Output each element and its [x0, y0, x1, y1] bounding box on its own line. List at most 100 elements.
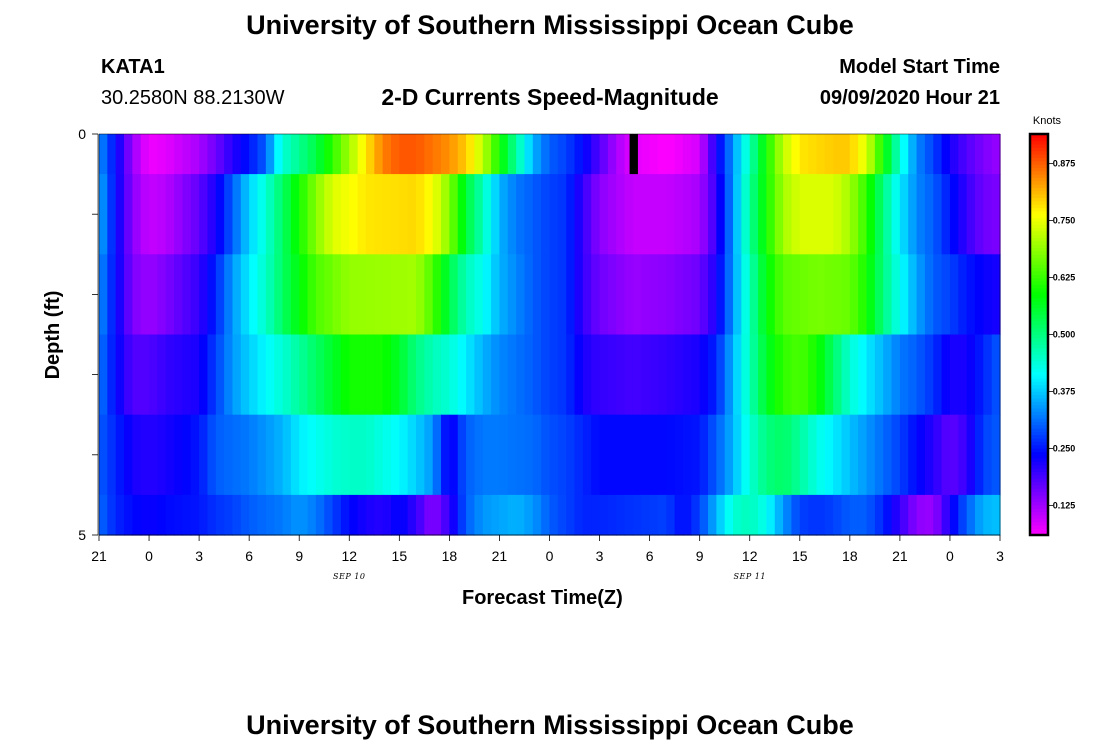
- colorbar-segment: [1030, 367, 1048, 372]
- heatmap-cell: [174, 134, 184, 175]
- colorbar-segment: [1030, 441, 1048, 446]
- heatmap-cell: [516, 334, 526, 416]
- heatmap-cell: [432, 254, 442, 336]
- heatmap-cell: [124, 174, 133, 255]
- heatmap-cell: [282, 254, 292, 336]
- heatmap-cell: [841, 334, 851, 416]
- heatmap-cell: [783, 134, 793, 175]
- heatmap-cell: [833, 134, 843, 175]
- heatmap-cell: [507, 254, 517, 336]
- heatmap-cell: [691, 254, 701, 336]
- heatmap-cell: [215, 494, 225, 536]
- heatmap-cell: [899, 174, 909, 255]
- colorbar-segment: [1030, 444, 1048, 449]
- date-label: SEP 10: [333, 572, 365, 581]
- heatmap-cell: [791, 134, 801, 175]
- colorbar-segment: [1030, 418, 1048, 422]
- heatmap-cell: [132, 174, 142, 255]
- colorbar: 0.125 0.250 0.375 0.500 0.625 0.750 0.875: [1028, 132, 1076, 537]
- heatmap-cell: [324, 134, 334, 175]
- heatmap-cell: [766, 174, 776, 255]
- heatmap-cell: [899, 414, 909, 496]
- heatmap-cell: [99, 334, 108, 416]
- x-tick-label: 0: [145, 548, 153, 564]
- heatmap-cell: [933, 334, 943, 416]
- heatmap-cell: [849, 134, 859, 175]
- heatmap-cell: [307, 134, 317, 175]
- heatmap-cell: [908, 334, 918, 416]
- heatmap-cell: [666, 414, 676, 496]
- heatmap-cell: [315, 494, 325, 536]
- heatmap-cell: [290, 334, 300, 416]
- heatmap-cell: [649, 494, 659, 536]
- heatmap-cell: [382, 134, 392, 175]
- heatmap-cell: [924, 494, 934, 536]
- colorbar-tick-label: 0.875: [1053, 159, 1076, 169]
- heatmap-cell: [532, 174, 542, 255]
- heatmap-cell: [607, 134, 617, 175]
- colorbar-segment: [1030, 458, 1048, 462]
- heatmap-cell: [858, 174, 868, 255]
- heatmap-cell: [899, 134, 909, 175]
- heatmap-cell: [774, 334, 784, 416]
- heatmap-cell: [516, 134, 526, 175]
- heatmap-cell: [799, 494, 809, 536]
- heatmap-cell: [240, 334, 250, 416]
- x-tick-label: 21: [91, 548, 107, 564]
- heatmap-cell: [390, 334, 400, 416]
- heatmap-cell: [866, 334, 876, 416]
- heatmap-cell: [174, 334, 184, 416]
- heatmap-cell: [182, 334, 192, 416]
- heatmap-cell: [541, 134, 551, 175]
- colorbar-segment: [1030, 524, 1048, 529]
- colorbar-segment: [1030, 254, 1048, 259]
- heatmap-cell: [599, 494, 609, 536]
- heatmap-cell: [649, 134, 659, 175]
- y-axis: 05: [78, 126, 99, 543]
- heatmap-cell: [641, 334, 651, 416]
- heatmap-cell: [482, 334, 492, 416]
- heatmap-cell: [424, 334, 434, 416]
- heatmap-cell: [924, 334, 934, 416]
- heatmap-cell: [866, 134, 876, 175]
- heatmap-cells: [99, 134, 1001, 536]
- heatmap-cell: [841, 254, 851, 336]
- x-tick-label: 0: [546, 548, 554, 564]
- colorbar-segment: [1030, 297, 1048, 302]
- heatmap-cell: [432, 174, 442, 255]
- heatmap-cell: [674, 134, 684, 175]
- heatmap-cell: [966, 494, 976, 536]
- heatmap-cell: [357, 254, 367, 336]
- heatmap-cell: [566, 334, 576, 416]
- heatmap-cell: [632, 494, 642, 536]
- model-start-time: 09/09/2020 Hour 21: [819, 87, 1000, 109]
- heatmap-cell: [841, 414, 851, 496]
- colorbar-segment: [1030, 501, 1048, 506]
- heatmap-cell: [557, 334, 567, 416]
- colorbar-segment: [1030, 344, 1048, 349]
- colorbar-segment: [1030, 247, 1048, 252]
- heatmap-cell: [724, 134, 734, 175]
- heatmap-cell: [991, 414, 1001, 496]
- heatmap-cell: [833, 494, 843, 536]
- heatmap-cell: [607, 494, 617, 536]
- heatmap-cell: [115, 414, 125, 496]
- heatmap-cell: [816, 414, 826, 496]
- heatmap-cell: [457, 494, 467, 536]
- colorbar-segment: [1030, 347, 1048, 352]
- heatmap-cell: [115, 134, 125, 175]
- heatmap-cell: [858, 254, 868, 336]
- heatmap-cell: [274, 134, 284, 175]
- heatmap-cell: [674, 414, 684, 496]
- colorbar-segment: [1030, 324, 1048, 329]
- heatmap-cell: [641, 414, 651, 496]
- heatmap-cell: [299, 334, 309, 416]
- heatmap-cell: [666, 494, 676, 536]
- heatmap-cell: [357, 494, 367, 536]
- heatmap-cell: [115, 174, 125, 255]
- model-start-label: Model Start Time: [839, 56, 1000, 78]
- heatmap-cell: [424, 174, 434, 255]
- heatmap-cell: [265, 254, 275, 336]
- heatmap-cell: [190, 174, 200, 255]
- heatmap-cell: [199, 254, 209, 336]
